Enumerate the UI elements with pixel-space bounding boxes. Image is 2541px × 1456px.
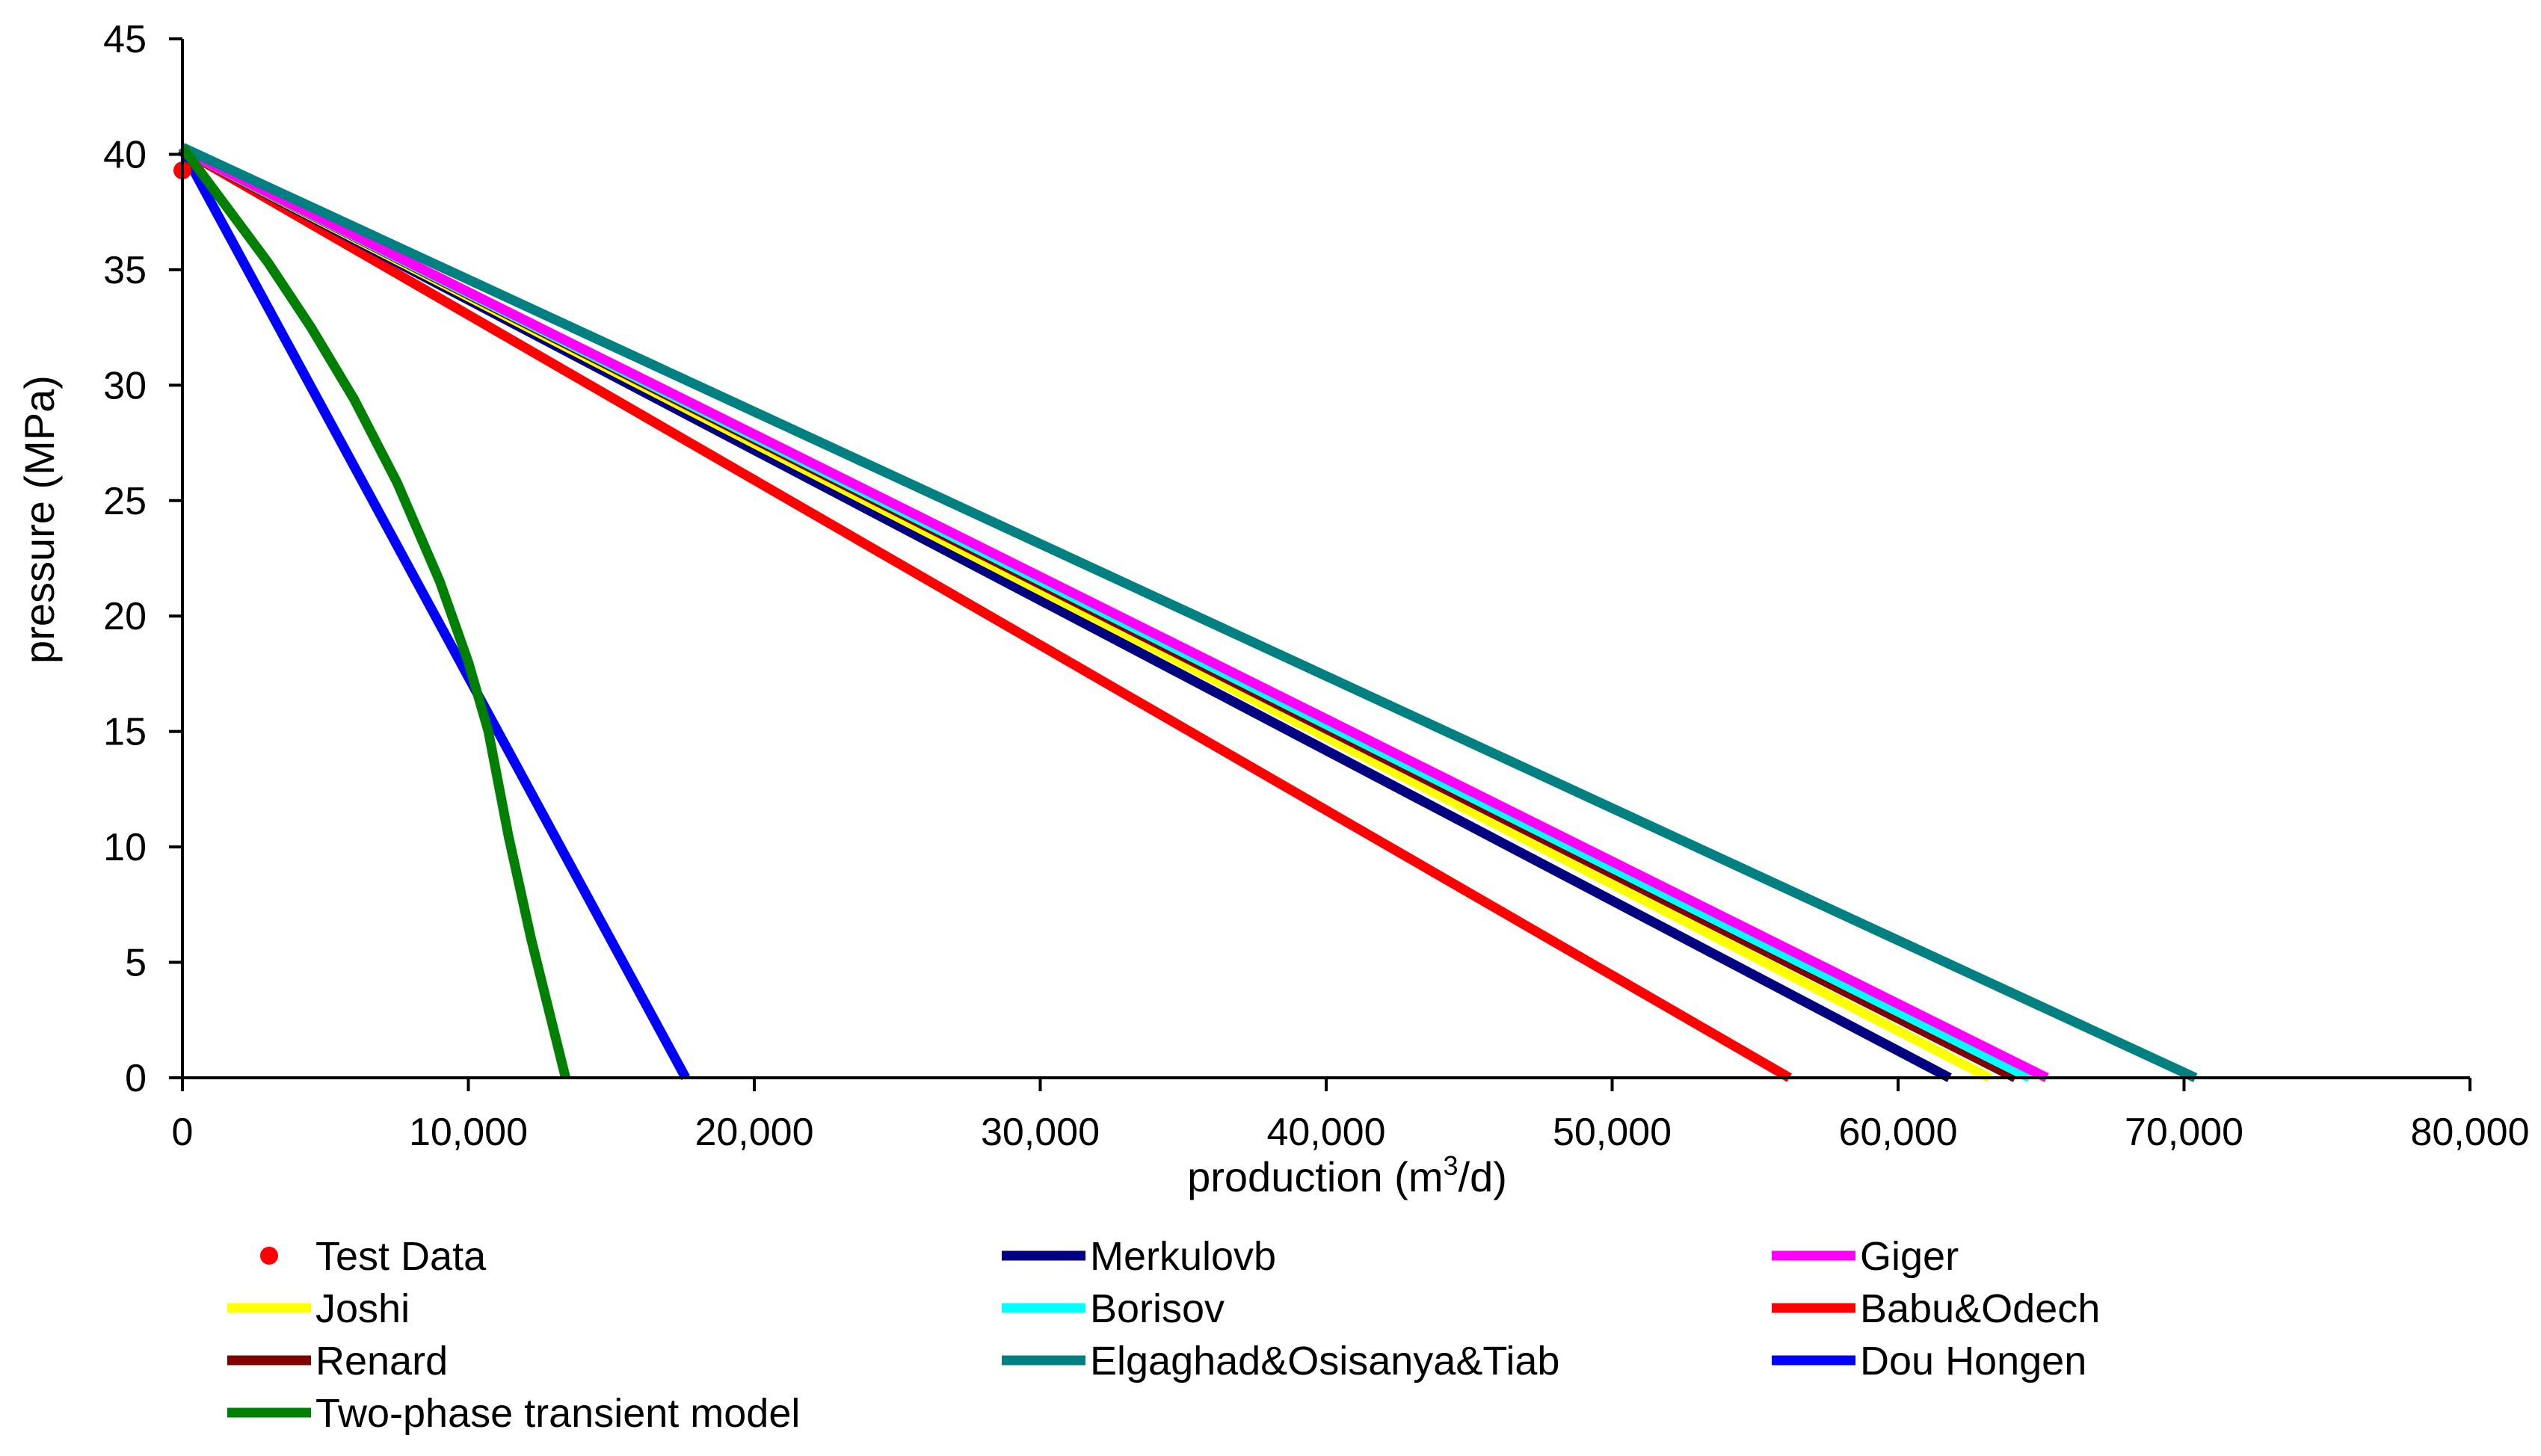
legend-label-dou-hongen: Dou Hongen <box>1860 1339 2086 1383</box>
legend-label-test-data: Test Data <box>315 1234 487 1279</box>
legend-label-elgaghad-osisanya-tiab: Elgaghad&Osisanya&Tiab <box>1090 1339 1559 1383</box>
series-line-babu-odech <box>179 145 1792 1082</box>
series-line-dou-hongen <box>178 147 690 1081</box>
x-tick-label: 70,000 <box>2125 1111 2243 1154</box>
series-line-giger <box>180 145 2049 1082</box>
axes <box>169 37 2471 1091</box>
x-tick-label: 60,000 <box>1838 1111 1957 1154</box>
x-tick-label: 30,000 <box>981 1111 1100 1154</box>
legend: Test Data Merkulovb Giger Joshi Borisov Babu&… <box>227 1234 2100 1436</box>
y-tick-label: 0 <box>125 1057 147 1100</box>
y-tick-label: 35 <box>103 249 147 292</box>
y-tick-label: 40 <box>103 133 147 176</box>
y-tick-label: 15 <box>103 711 147 754</box>
x-tick-label: 50,000 <box>1553 1111 1672 1154</box>
legend-label-giger: Giger <box>1860 1234 1959 1279</box>
x-tick-label: 0 <box>172 1111 194 1154</box>
series-line-two-phase-transient-model <box>178 144 570 1079</box>
y-axis-title: pressure (MPa) <box>16 375 63 664</box>
legend-marker-test-data <box>260 1247 278 1265</box>
y-tick-label: 45 <box>103 18 147 61</box>
x-tick-labels: 0 10,000 20,000 30,000 40,000 50,000 60,000 70,… <box>172 1111 2530 1154</box>
y-tick-label: 5 <box>125 942 147 985</box>
y-tick-label: 30 <box>103 364 147 407</box>
plot-lines <box>173 143 2198 1082</box>
legend-label-borisov: Borisov <box>1090 1286 1225 1331</box>
legend-label-merkulovb: Merkulovb <box>1090 1234 1276 1279</box>
x-tick-label: 10,000 <box>409 1111 528 1154</box>
y-tick-labels: 0 5 10 15 20 25 30 35 40 45 <box>103 18 147 1100</box>
legend-label-joshi: Joshi <box>315 1286 410 1331</box>
x-axis-title: production (m3/d) <box>1187 1150 1507 1200</box>
series-line-elgaghad-osisanya-tiab <box>180 143 2198 1082</box>
x-tick-label: 80,000 <box>2410 1111 2529 1154</box>
legend-label-babu-odech: Babu&Odech <box>1860 1286 2100 1331</box>
y-tick-label: 20 <box>103 595 147 638</box>
legend-label-renard: Renard <box>315 1339 448 1383</box>
x-tick-label: 20,000 <box>694 1111 813 1154</box>
legend-label-two-phase-transient-model: Two-phase transient model <box>315 1391 800 1436</box>
y-tick-label: 25 <box>103 480 147 523</box>
y-tick-label: 10 <box>103 826 147 869</box>
x-tick-label: 40,000 <box>1266 1111 1385 1154</box>
